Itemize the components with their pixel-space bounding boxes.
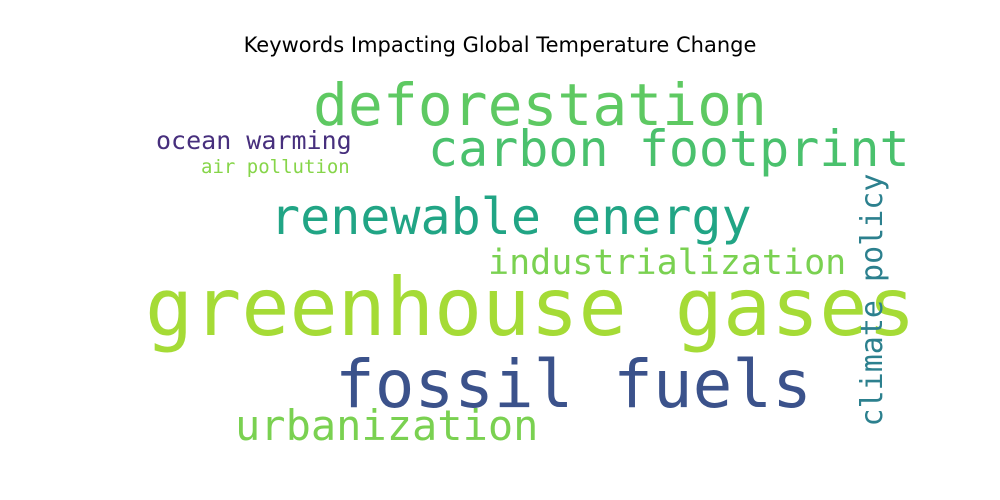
word-climate-policy: climate policy	[855, 173, 890, 427]
word-industrialization: industrialization	[488, 243, 847, 283]
word-greenhouse-gases: greenhouse gases	[145, 261, 916, 354]
chart-title: Keywords Impacting Global Temperature Ch…	[243, 33, 757, 57]
word-ocean-warming: ocean warming	[156, 126, 352, 155]
word-carbon-footprint: carbon footprint	[428, 120, 910, 178]
word-urbanization: urbanization	[235, 401, 539, 450]
word-deforestation: deforestation	[313, 71, 767, 139]
word-air-pollution: air pollution	[201, 156, 350, 178]
word-fossil-fuels: fossil fuels	[335, 346, 812, 423]
word-renewable-energy: renewable energy	[270, 188, 752, 246]
